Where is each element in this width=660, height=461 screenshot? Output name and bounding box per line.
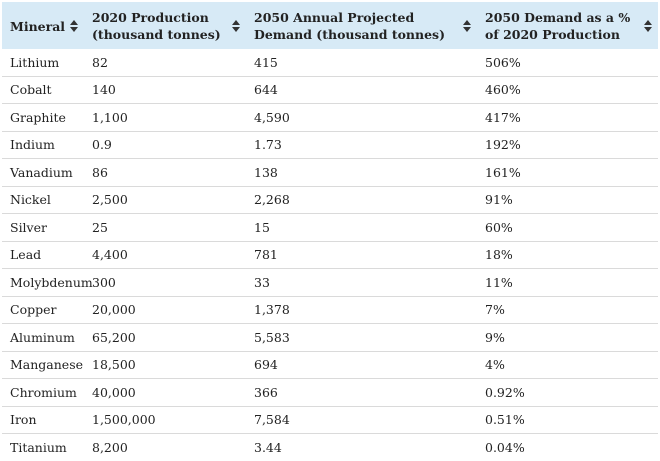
cell-demand: 781 bbox=[246, 240, 477, 269]
cell-production: 1,500,000 bbox=[84, 405, 246, 434]
cell-demand: 3.44 bbox=[246, 433, 477, 461]
cell-mineral: Iron bbox=[2, 405, 84, 434]
cell-percent: 460% bbox=[477, 75, 658, 104]
cell-demand: 4,590 bbox=[246, 103, 477, 131]
cell-production: 40,000 bbox=[84, 378, 246, 406]
table-row: Copper 20,000 1,378 7% bbox=[2, 295, 658, 324]
cell-demand: 33 bbox=[246, 268, 477, 296]
cell-mineral: Indium bbox=[2, 130, 84, 159]
cell-production: 4,400 bbox=[84, 240, 246, 269]
cell-percent: 0.51% bbox=[477, 405, 658, 434]
table-row: Molybdenum 300 33 11% bbox=[2, 268, 658, 296]
cell-percent: 192% bbox=[477, 130, 658, 159]
table-row: Lead 4,400 781 18% bbox=[2, 240, 658, 269]
cell-production: 300 bbox=[84, 268, 246, 296]
cell-production: 20,000 bbox=[84, 295, 246, 324]
cell-production: 82 bbox=[92, 54, 108, 70]
cell-percent: 7% bbox=[477, 295, 658, 324]
cell-mineral: Titanium bbox=[2, 433, 84, 461]
cell-production: 18,500 bbox=[84, 350, 246, 379]
column-header-demand-percent[interactable]: 2050 Demand as a % of 2020 Production bbox=[477, 2, 658, 49]
cell-demand: 694 bbox=[246, 350, 477, 379]
table-row: Cobalt 140 644 460% bbox=[2, 75, 658, 104]
cell-demand: 7,584 bbox=[246, 405, 477, 434]
table-row: Iron 1,500,000 7,584 0.51% bbox=[2, 405, 658, 434]
cell-mineral: Molybdenum bbox=[2, 268, 93, 296]
cell-percent: 18% bbox=[477, 240, 658, 269]
table-row: Vanadium 86 138 161% bbox=[2, 158, 658, 186]
column-header-mineral[interactable]: Mineral bbox=[2, 2, 84, 49]
table-row: Nickel 2,500 2,268 91% bbox=[2, 185, 658, 214]
cell-percent: 4% bbox=[477, 350, 658, 379]
cell-production: 140 bbox=[84, 75, 246, 104]
sort-icon[interactable] bbox=[463, 19, 471, 32]
cell-demand: 366 bbox=[246, 378, 477, 406]
cell-demand: 138 bbox=[246, 158, 477, 186]
cell-demand: 1,378 bbox=[246, 295, 477, 324]
cell-mineral: Manganese bbox=[2, 350, 84, 379]
cell-mineral: Graphite bbox=[2, 103, 84, 131]
cell-production: 65,200 bbox=[84, 323, 246, 351]
sort-icon[interactable] bbox=[70, 19, 78, 32]
table-row: Lithium 82 415 506% bbox=[2, 49, 658, 76]
column-header-2020-production[interactable]: 2020 Production (thousand tonnes) bbox=[84, 2, 246, 49]
column-header-2050-demand[interactable]: 2050 Annual Projected Demand (thousand t… bbox=[246, 2, 477, 49]
cell-mineral: Lead bbox=[2, 240, 84, 269]
cell-mineral: Copper bbox=[2, 295, 84, 324]
cell-mineral: Cobalt bbox=[2, 75, 84, 104]
cell-mineral: Vanadium bbox=[2, 158, 84, 186]
cell-production: 1,100 bbox=[84, 103, 246, 131]
cell-mineral: Lithium bbox=[10, 54, 60, 70]
cell-demand: 1.73 bbox=[246, 130, 477, 159]
cell-production: 25 bbox=[84, 213, 246, 241]
cell-percent: 11% bbox=[477, 268, 658, 296]
cell-percent: 91% bbox=[477, 185, 658, 214]
cell-mineral: Nickel bbox=[2, 185, 84, 214]
cell-percent: 0.04% bbox=[477, 433, 658, 461]
cell-percent: 60% bbox=[477, 213, 658, 241]
cell-mineral: Silver bbox=[2, 213, 84, 241]
column-header-label: 2020 Production (thousand tonnes) bbox=[92, 10, 221, 42]
sort-icon[interactable] bbox=[644, 19, 652, 32]
cell-percent: 0.92% bbox=[477, 378, 658, 406]
cell-production: 86 bbox=[84, 158, 246, 186]
table-row: Titanium 8,200 3.44 0.04% bbox=[2, 433, 658, 461]
sort-icon[interactable] bbox=[232, 19, 240, 32]
cell-demand: 5,583 bbox=[246, 323, 477, 351]
cell-demand: 415 bbox=[254, 54, 278, 70]
table-row: Silver 25 15 60% bbox=[2, 213, 658, 241]
table-row: Graphite 1,100 4,590 417% bbox=[2, 103, 658, 131]
cell-percent: 417% bbox=[477, 103, 658, 131]
table-row: Manganese 18,500 694 4% bbox=[2, 350, 658, 379]
header-row: Mineral 2020 Production (thousand tonnes… bbox=[2, 2, 658, 49]
cell-demand: 644 bbox=[246, 75, 477, 104]
column-header-label: Mineral bbox=[10, 18, 66, 34]
cell-mineral: Chromium bbox=[2, 378, 84, 406]
cell-production: 0.9 bbox=[84, 130, 246, 159]
table-row: Chromium 40,000 366 0.92% bbox=[2, 378, 658, 406]
cell-production: 8,200 bbox=[84, 433, 246, 461]
cell-demand: 2,268 bbox=[246, 185, 477, 214]
table-header: Mineral 2020 Production (thousand tonnes… bbox=[2, 2, 658, 49]
column-header-label: 2050 Demand as a % of 2020 Production bbox=[485, 10, 631, 42]
table-body: Lithium 82 415 506% Cobalt 140 644 460% Graphi… bbox=[2, 49, 658, 461]
table-row: Aluminum 65,200 5,583 9% bbox=[2, 323, 658, 351]
table-row: Indium 0.9 1.73 192% bbox=[2, 130, 658, 159]
cell-production: 2,500 bbox=[84, 185, 246, 214]
cell-percent: 506% bbox=[485, 54, 521, 70]
cell-mineral: Aluminum bbox=[2, 323, 84, 351]
cell-percent: 9% bbox=[477, 323, 658, 351]
cell-demand: 15 bbox=[246, 213, 477, 241]
cell-percent: 161% bbox=[477, 158, 658, 186]
column-header-label: 2050 Annual Projected Demand (thousand t… bbox=[254, 10, 446, 42]
